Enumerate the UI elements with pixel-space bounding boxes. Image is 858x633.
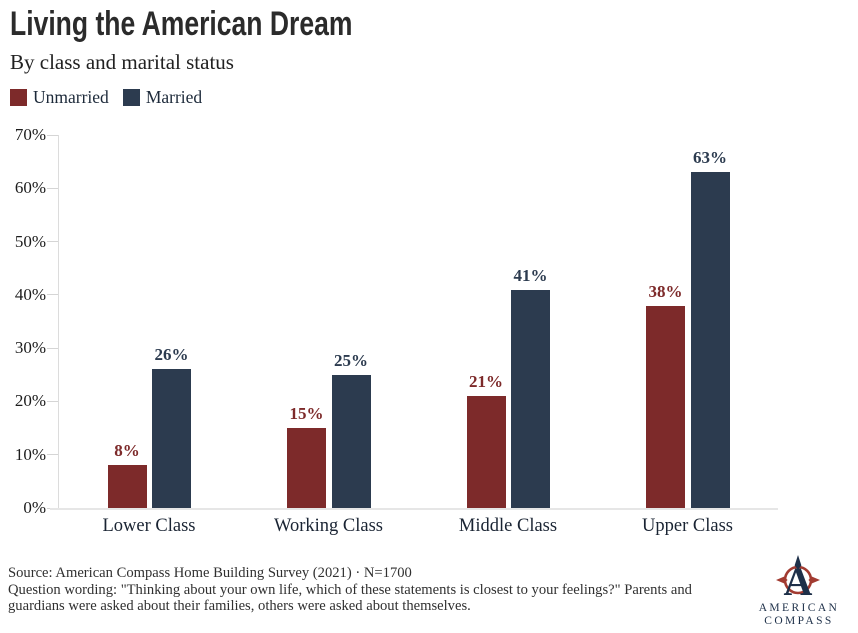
bar-married-upper-class [690, 172, 730, 508]
source-block: Source: American Compass Home Building S… [8, 565, 766, 615]
x-axis-line [50, 508, 778, 510]
y-axis-tick-label-10: 10% [14, 444, 46, 464]
x-axis-category-label-working-class: Working Class [274, 516, 383, 536]
bar-value-label-married-middle-class: 41% [513, 265, 548, 285]
bar-married-middle-class [511, 289, 550, 508]
y-axis-tick-mark-10 [47, 454, 58, 456]
question-wording-line-1: Question wording: "Thinking about your o… [8, 581, 692, 598]
legend-label-unmarried: Unmarried [33, 87, 109, 107]
bar-value-label-married-upper-class: 63% [693, 148, 727, 168]
american-compass-logo: A AMERICAN COMPASS [742, 554, 854, 627]
bar-married-working-class [331, 374, 371, 508]
logo-text-compass: COMPASS [764, 614, 834, 627]
legend-swatch-unmarried [10, 89, 27, 106]
bar-married-lower-class [152, 369, 191, 508]
y-axis-tick-label-60: 60% [14, 178, 46, 198]
y-axis-tick-label-20: 20% [14, 391, 46, 411]
bar-unmarried-upper-class [646, 305, 685, 508]
source-line: Source: American Compass Home Building S… [8, 565, 412, 581]
bar-value-label-unmarried-working-class: 15% [289, 404, 324, 424]
y-axis-tick-mark-30 [47, 347, 58, 349]
y-axis-tick-label-30: 30% [14, 338, 46, 358]
legend-swatch-married [122, 89, 140, 106]
chart-subtitle: By class and marital status [10, 50, 234, 74]
chart-title: Living the American Dream [10, 5, 353, 43]
bar-unmarried-working-class [287, 428, 326, 508]
bar-unmarried-lower-class [107, 465, 147, 508]
y-axis-tick-mark-50 [47, 241, 58, 243]
x-axis-category-label-lower-class: Lower Class [102, 516, 196, 536]
legend-label-married: Married [145, 87, 203, 107]
y-axis-tick-label-70: 70% [14, 125, 46, 144]
compass-icon: A [776, 555, 820, 604]
y-axis-tick-label-0: 0% [23, 498, 46, 517]
bar-value-label-married-lower-class: 26% [154, 345, 189, 365]
bar-value-label-unmarried-lower-class: 8% [114, 441, 140, 461]
legend-item-unmarried: Unmarried [10, 87, 109, 108]
y-axis-tick-mark-40 [47, 294, 58, 296]
bar-value-label-unmarried-upper-class: 38% [648, 281, 683, 301]
y-axis-tick-label-50: 50% [14, 231, 46, 251]
y-axis-tick-label-40: 40% [14, 284, 46, 304]
y-axis-tick-mark-70 [47, 134, 58, 136]
question-wording-line-2: guardians were asked about their familie… [8, 598, 471, 615]
x-axis-category-label-middle-class: Middle Class [458, 516, 558, 536]
y-axis-line [58, 135, 59, 509]
bar-unmarried-middle-class [466, 396, 506, 508]
bar-value-label-unmarried-middle-class: 21% [469, 372, 503, 392]
svg-text:A: A [784, 559, 813, 597]
bar-value-label-married-working-class: 25% [334, 350, 368, 370]
y-axis-tick-mark-60 [47, 187, 58, 189]
logo-text-american: AMERICAN [758, 602, 840, 614]
y-axis-tick-mark-20 [47, 400, 58, 402]
legend: Unmarried Married [10, 87, 202, 108]
x-axis-category-label-upper-class: Upper Class [642, 516, 733, 536]
legend-item-married: Married [122, 87, 203, 108]
